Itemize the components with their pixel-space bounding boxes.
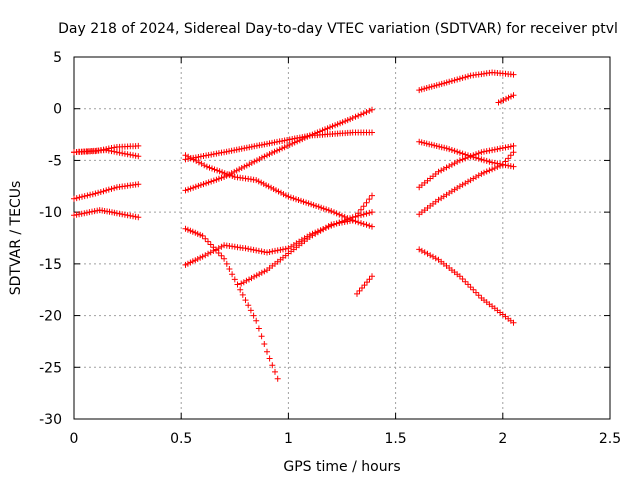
series-markers bbox=[416, 246, 517, 326]
series-markers bbox=[354, 273, 375, 297]
series-markers bbox=[416, 69, 517, 94]
y-tick-label: 0 bbox=[53, 102, 62, 118]
y-axis-label: SDTVAR / TECUs bbox=[8, 181, 24, 296]
series-s15 bbox=[416, 142, 517, 191]
x-tick-label: 1.5 bbox=[384, 431, 406, 447]
x-tick-label: 2 bbox=[498, 431, 507, 447]
y-tick-label: -20 bbox=[39, 309, 62, 325]
series-s6 bbox=[182, 106, 375, 194]
y-tick-label: -30 bbox=[39, 412, 62, 428]
series-s13 bbox=[495, 92, 517, 106]
x-tick-label: 1 bbox=[284, 431, 293, 447]
axis-ticks: 0 0.5 1 1.5 2 2.5 -30 -25 -20 -15 -10 -5 0 5 bbox=[39, 50, 621, 447]
series-markers bbox=[71, 147, 142, 160]
series-s17 bbox=[416, 246, 517, 326]
series-s3 bbox=[71, 181, 142, 202]
series-markers bbox=[182, 152, 375, 230]
series-markers bbox=[238, 192, 375, 287]
chart-title: Day 218 of 2024, Sidereal Day-to-day VTE… bbox=[58, 21, 618, 37]
series-s11 bbox=[354, 273, 375, 297]
series-markers bbox=[416, 149, 517, 218]
series-markers bbox=[71, 207, 142, 221]
grid-lines bbox=[74, 57, 610, 419]
series-markers bbox=[182, 129, 375, 163]
series-s16 bbox=[416, 149, 517, 218]
series-s2 bbox=[71, 147, 142, 160]
y-tick-label: -25 bbox=[39, 360, 62, 376]
data-series bbox=[71, 69, 517, 382]
series-markers bbox=[182, 106, 375, 194]
series-s5 bbox=[182, 129, 375, 163]
y-tick-label: 5 bbox=[53, 50, 62, 66]
y-tick-label: -15 bbox=[39, 257, 62, 273]
x-tick-label: 0.5 bbox=[170, 431, 192, 447]
x-axis-label: GPS time / hours bbox=[283, 459, 400, 475]
series-markers bbox=[71, 181, 142, 202]
x-tick-label: 2.5 bbox=[599, 431, 621, 447]
y-tick-label: -5 bbox=[48, 153, 62, 169]
series-markers bbox=[495, 92, 517, 106]
x-tick-label: 0 bbox=[70, 431, 79, 447]
series-s4 bbox=[71, 207, 142, 221]
plot-frame bbox=[73, 56, 611, 420]
series-markers bbox=[416, 142, 517, 191]
y-tick-label: -10 bbox=[39, 205, 62, 221]
series-s10 bbox=[238, 192, 375, 287]
series-s7 bbox=[182, 152, 375, 230]
series-s12 bbox=[416, 69, 517, 94]
